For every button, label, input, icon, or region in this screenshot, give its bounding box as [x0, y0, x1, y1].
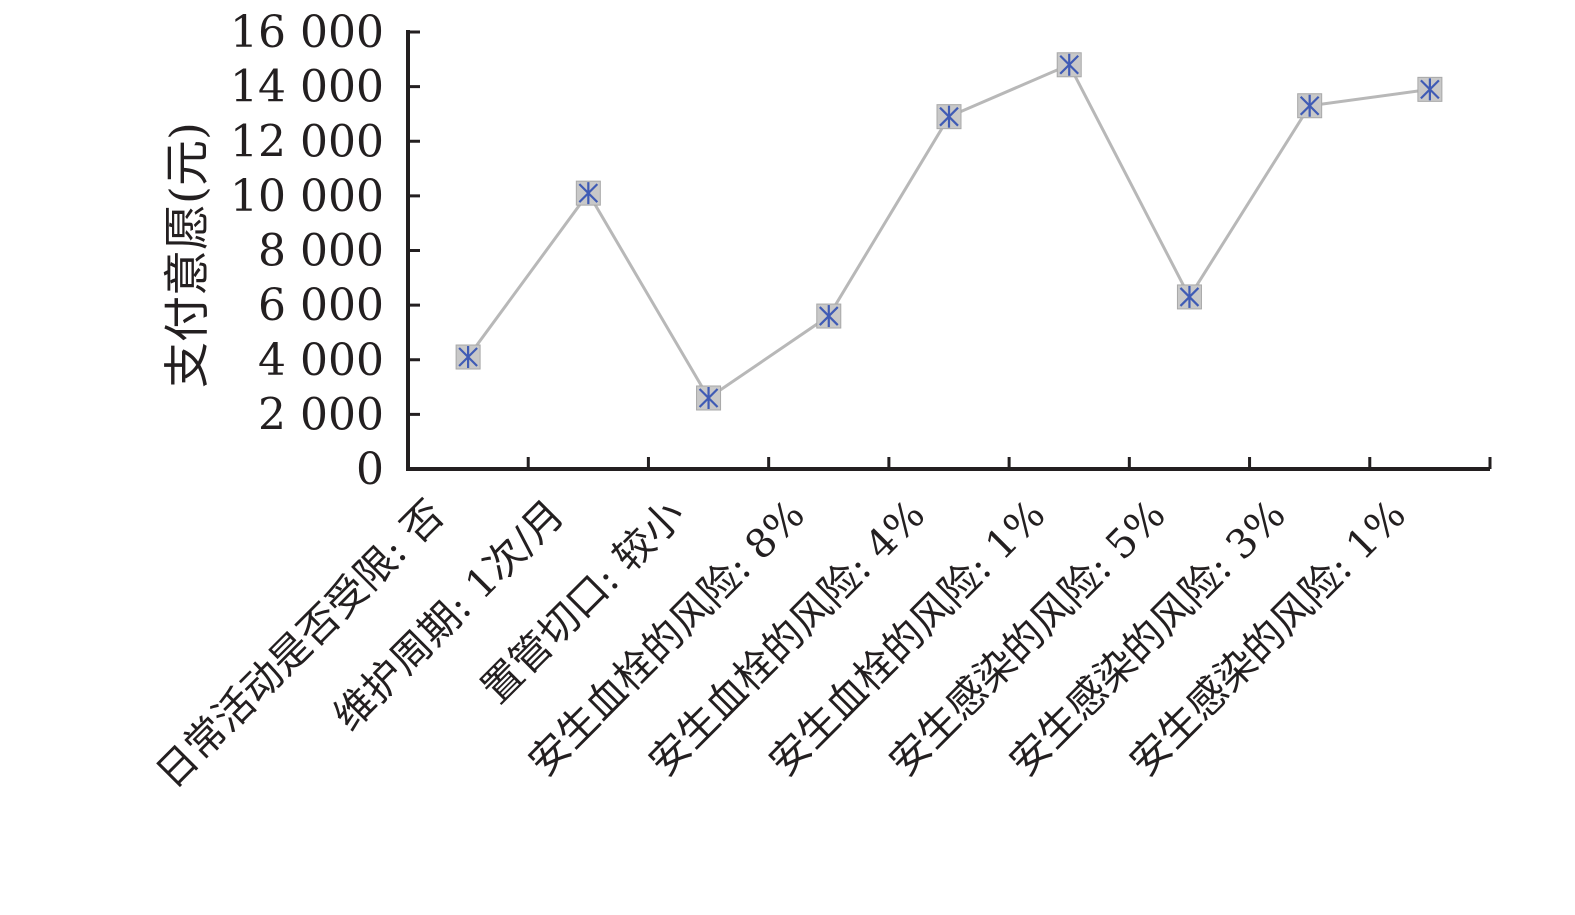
- y-tick-label: 0: [356, 444, 384, 495]
- y-tick-label: 16 000: [230, 7, 384, 58]
- data-point: [1176, 284, 1202, 310]
- data-point: [936, 104, 962, 130]
- y-tick-label: 14 000: [230, 62, 384, 113]
- data-point: [1417, 76, 1443, 102]
- data-point: [1056, 52, 1082, 78]
- y-tick-label: 2 000: [258, 389, 384, 440]
- data-point: [816, 303, 842, 329]
- data-point: [696, 385, 722, 411]
- x-tick-label: 置管切口: 较小: [473, 492, 694, 713]
- series-markers: [455, 52, 1443, 411]
- y-axis-title: 支付意愿(元): [160, 122, 214, 388]
- data-point: [575, 180, 601, 206]
- data-point: [455, 344, 481, 370]
- y-tick-label: 10 000: [230, 171, 384, 222]
- data-point: [1297, 93, 1323, 119]
- y-tick-label: 12 000: [230, 116, 384, 167]
- y-tick-label: 6 000: [258, 280, 384, 331]
- axes: [406, 30, 1490, 471]
- x-ticks: [526, 457, 1492, 469]
- y-tick-label: 8 000: [258, 226, 384, 277]
- y-tick-label: 4 000: [258, 335, 384, 386]
